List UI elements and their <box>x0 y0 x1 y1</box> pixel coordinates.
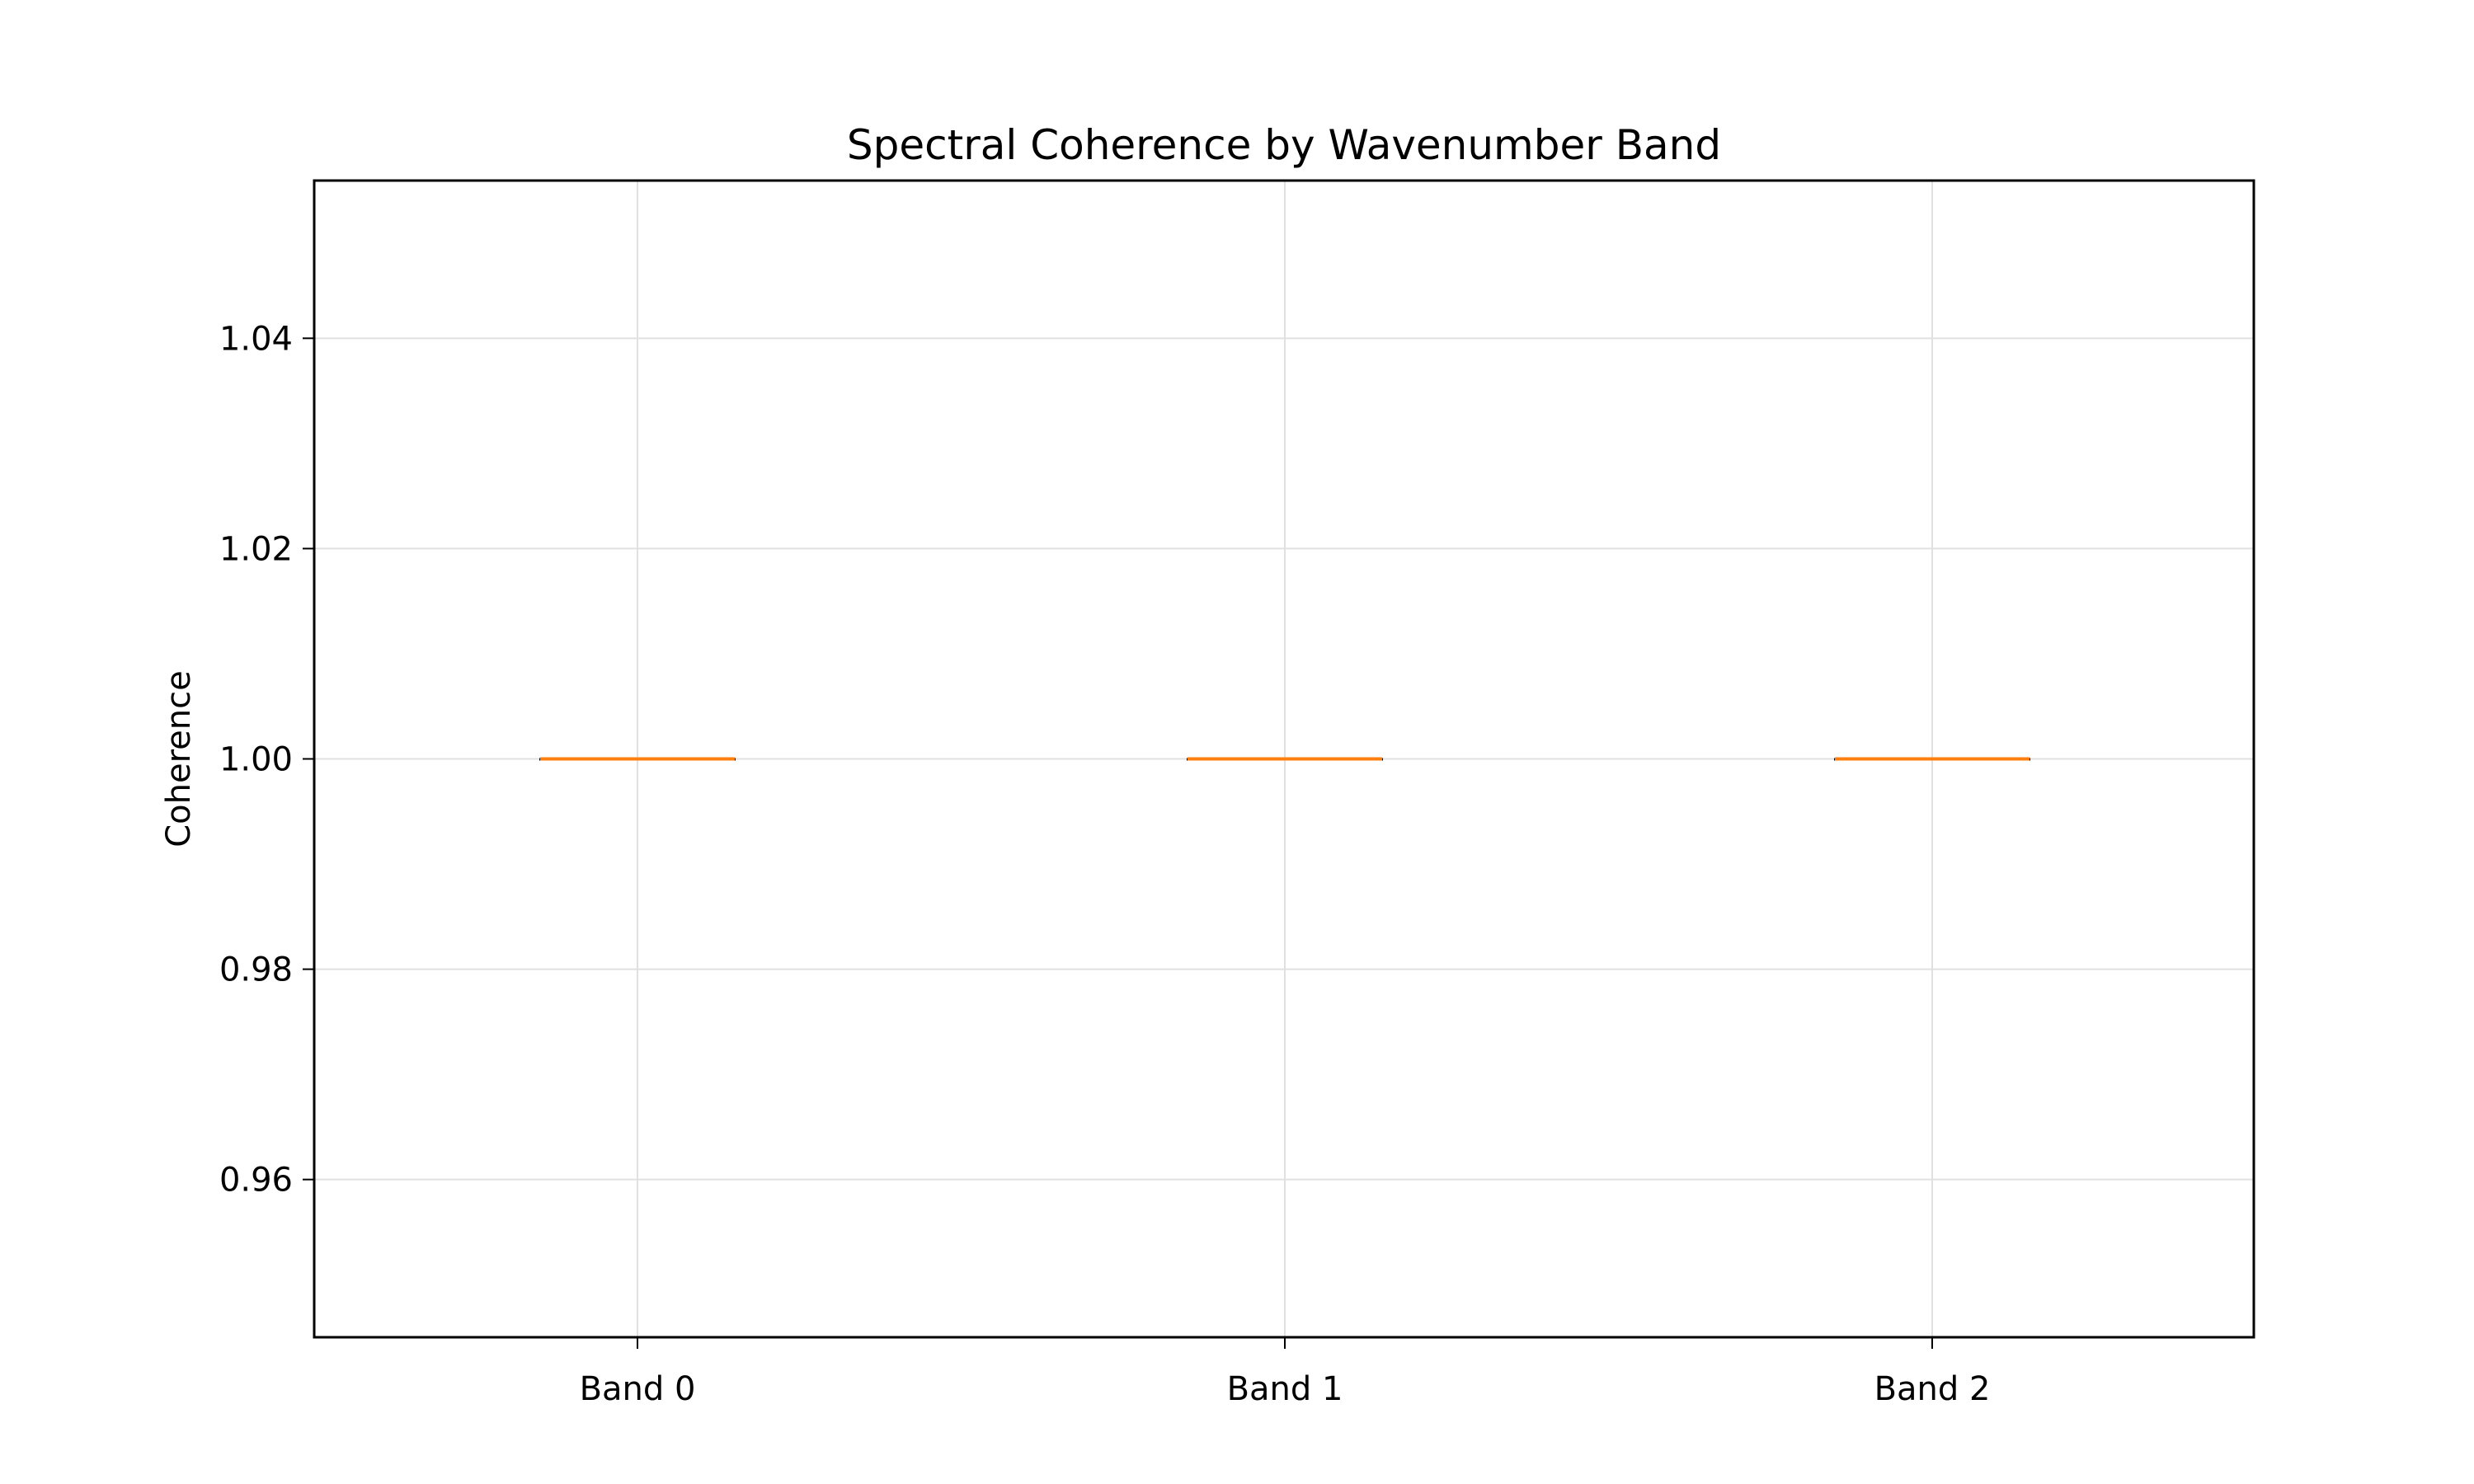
x-tick-label: Band 0 <box>580 1370 696 1408</box>
box-1 <box>1187 757 1383 761</box>
tick-layer: 0.96 0.98 1.00 1.02 1.04 Band 0 Band 1 Band 2 <box>219 320 1990 1408</box>
x-tick-label: Band 2 <box>1874 1370 1991 1408</box>
y-tick-label: 1.02 <box>219 530 293 568</box>
box-0 <box>539 757 736 761</box>
y-axis-label: Coherence <box>160 670 198 848</box>
box-2 <box>1834 757 2030 761</box>
y-tick-label: 0.96 <box>219 1162 293 1200</box>
y-tick-label: 1.00 <box>219 741 293 779</box>
y-tick-label: 0.98 <box>219 951 293 989</box>
box-layer <box>539 757 2030 761</box>
x-tick-label: Band 1 <box>1227 1370 1343 1408</box>
y-tick-label: 1.04 <box>219 320 293 358</box>
chart-title: Spectral Coherence by Wavenumber Band <box>847 121 1721 169</box>
